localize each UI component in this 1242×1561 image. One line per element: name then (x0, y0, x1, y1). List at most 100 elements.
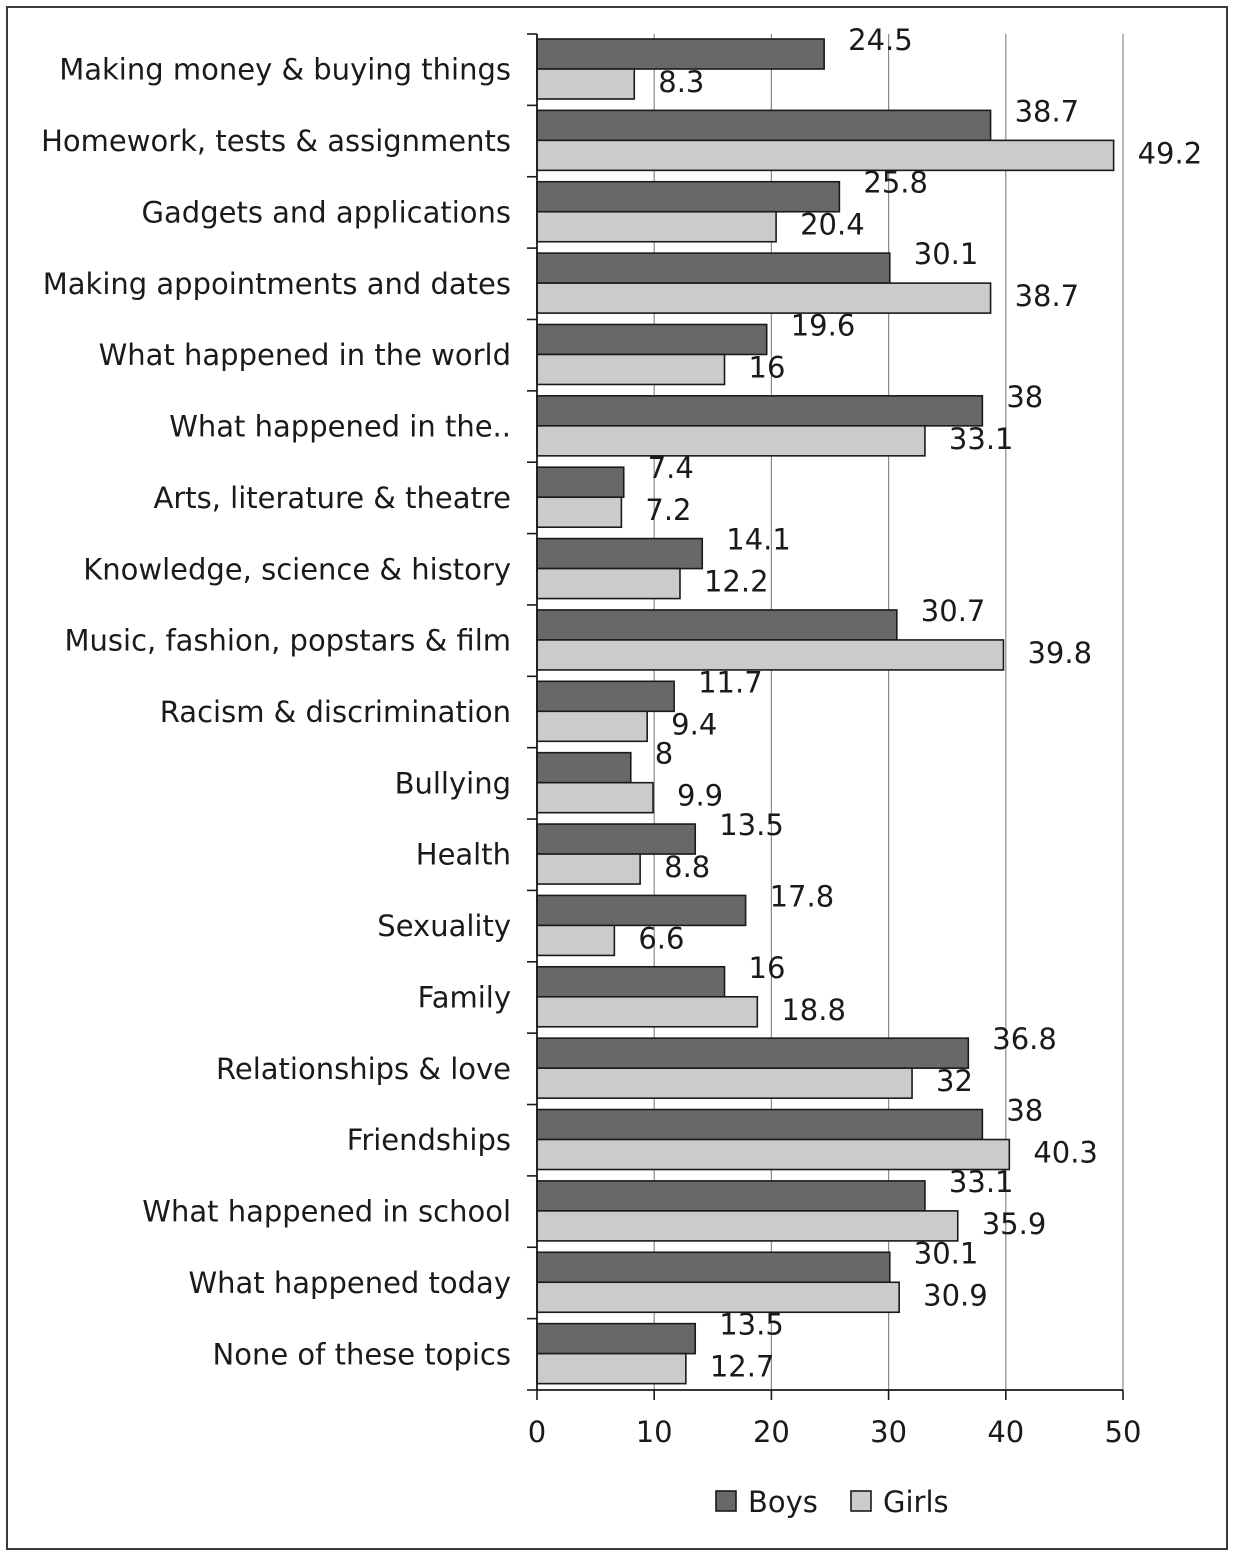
legend-label-boys: Boys (748, 1485, 818, 1519)
value-label-boys-family: 16 (749, 951, 786, 985)
bar-boys-racism-discrimination (536, 680, 675, 713)
x-tick-label-20: 20 (753, 1415, 790, 1449)
legend-swatch-boys (715, 1490, 737, 1512)
value-label-girls-making-appointments-and-dates: 38.7 (1015, 279, 1080, 313)
category-label-relationships-love: Relationships & love (216, 1052, 511, 1086)
bar-boys-what-happened-in-the (536, 395, 984, 427)
bar-girls-family (536, 995, 759, 1028)
bar-girls-racism-discrimination (536, 710, 648, 743)
bar-boys-friendships (536, 1108, 984, 1141)
x-tick-label-30: 30 (870, 1415, 907, 1449)
legend-label-girls: Girls (883, 1485, 949, 1519)
x-tick-label-10: 10 (636, 1415, 673, 1449)
x-tick-label-0: 0 (528, 1415, 546, 1449)
value-label-boys-what-happened-in-the-world: 19.6 (791, 308, 856, 342)
bar-boys-arts-literature-theatre (536, 466, 625, 499)
value-label-girls-sexuality: 6.6 (638, 921, 684, 955)
category-label-sexuality: Sexuality (377, 909, 511, 943)
value-label-boys-sexuality: 17.8 (770, 879, 835, 913)
value-label-boys-homework-tests-assignments: 38.7 (1015, 94, 1080, 128)
value-label-girls-making-money-buying-things: 8.3 (658, 65, 704, 99)
category-label-making-money-buying-things: Making money & buying things (59, 53, 511, 87)
value-label-girls-homework-tests-assignments: 49.2 (1138, 136, 1203, 170)
category-label-knowledge-science-history: Knowledge, science & history (83, 552, 511, 586)
value-labels: 24.58.338.749.225.820.430.138.719.616383… (638, 23, 1202, 1384)
value-label-girls-friendships: 40.3 (1033, 1136, 1098, 1170)
bar-girls-none-of-these-topics (536, 1352, 687, 1385)
value-label-boys-racism-discrimination: 11.7 (698, 665, 763, 699)
category-label-racism-discrimination: Racism & discrimination (160, 695, 511, 729)
category-label-family: Family (418, 980, 511, 1014)
value-label-boys-gadgets-and-applications: 25.8 (863, 166, 928, 200)
value-label-boys-making-money-buying-things: 24.5 (848, 23, 913, 57)
bar-boys-gadgets-and-applications (536, 180, 841, 213)
value-label-girls-what-happened-in-the-world: 16 (749, 350, 786, 384)
bar-boys-what-happened-in-school (536, 1180, 926, 1212)
category-label-what-happened-in-the: What happened in the.. (169, 410, 511, 444)
value-label-boys-health: 13.5 (719, 808, 784, 842)
bar-girls-knowledge-science-history (536, 567, 681, 600)
bar-girls-music-fashion-popstars-film (536, 639, 1005, 671)
bar-boys-what-happened-today (536, 1251, 891, 1284)
category-label-gadgets-and-applications: Gadgets and applications (142, 195, 511, 229)
category-label-none-of-these-topics: None of these topics (213, 1337, 511, 1371)
bar-girls-sexuality (536, 924, 616, 957)
category-label-what-happened-in-school: What happened in school (142, 1195, 511, 1229)
bar-girls-what-happened-in-school (536, 1210, 959, 1242)
value-label-girls-racism-discrimination: 9.4 (671, 707, 717, 741)
bar-girls-making-money-buying-things (536, 68, 636, 100)
value-label-girls-what-happened-in-the: 33.1 (949, 422, 1014, 456)
category-label-what-happened-in-the-world: What happened in the world (99, 338, 511, 372)
bar-girls-what-happened-in-the-world (536, 353, 726, 386)
value-label-girls-none-of-these-topics: 12.7 (710, 1350, 775, 1384)
value-label-boys-music-fashion-popstars-film: 30.7 (921, 594, 986, 628)
bar-girls-gadgets-and-applications (536, 210, 777, 243)
value-label-boys-making-appointments-and-dates: 30.1 (914, 237, 979, 271)
category-label-friendships: Friendships (347, 1123, 511, 1157)
category-label-music-fashion-popstars-film: Music, fashion, popstars & film (65, 624, 512, 658)
value-label-boys-knowledge-science-history: 14.1 (726, 523, 791, 557)
x-tick-label-40: 40 (987, 1415, 1024, 1449)
bar-boys-music-fashion-popstars-film (536, 609, 898, 641)
bar-girls-homework-tests-assignments (536, 139, 1115, 172)
bar-boys-knowledge-science-history (536, 537, 704, 570)
bar-girls-making-appointments-and-dates (536, 282, 992, 314)
value-label-girls-health: 8.8 (664, 850, 710, 884)
bar-boys-relationships-love (536, 1037, 970, 1069)
legend: Boys Girls (715, 1485, 949, 1519)
bar-girls-health (536, 853, 641, 885)
value-label-boys-arts-literature-theatre: 7.4 (648, 451, 694, 485)
category-label-health: Health (416, 838, 511, 872)
bar-boys-none-of-these-topics (536, 1322, 697, 1355)
x-tick-labels: 0 10 20 30 40 50 (528, 1415, 1142, 1449)
value-label-girls-gadgets-and-applications: 20.4 (800, 208, 865, 242)
bar-girls-arts-literature-theatre (536, 496, 623, 529)
bar-girls-relationships-love (536, 1067, 913, 1099)
value-label-boys-bullying: 8 (655, 737, 673, 771)
category-label-bullying: Bullying (395, 766, 511, 800)
value-label-boys-what-happened-today: 30.1 (914, 1236, 979, 1270)
value-label-boys-relationships-love: 36.8 (992, 1022, 1057, 1056)
category-label-making-appointments-and-dates: Making appointments and dates (43, 267, 511, 301)
value-label-girls-bullying: 9.9 (677, 779, 723, 813)
bars (536, 38, 1115, 1385)
bar-boys-bullying (536, 751, 632, 784)
axes (527, 33, 1124, 1400)
bar-boys-what-happened-in-the-world (536, 323, 768, 356)
category-labels: Making money & buying things Homework, te… (41, 53, 511, 1372)
category-label-what-happened-today: What happened today (188, 1266, 511, 1300)
value-label-girls-what-happened-today: 30.9 (923, 1278, 988, 1312)
value-label-girls-relationships-love: 32 (936, 1064, 973, 1098)
category-label-homework-tests-assignments: Homework, tests & assignments (41, 124, 511, 158)
bar-girls-what-happened-in-the (536, 425, 926, 457)
value-label-girls-arts-literature-theatre: 7.2 (645, 493, 691, 527)
value-label-girls-what-happened-in-school: 35.9 (982, 1207, 1047, 1241)
value-label-boys-none-of-these-topics: 13.5 (719, 1308, 784, 1342)
bar-girls-bullying (536, 781, 654, 814)
bar-boys-making-appointments-and-dates (536, 252, 891, 284)
value-label-boys-what-happened-in-the: 38 (1006, 380, 1043, 414)
bar-girls-what-happened-today (536, 1281, 900, 1314)
value-label-girls-music-fashion-popstars-film: 39.8 (1027, 636, 1092, 670)
bar-boys-sexuality (536, 894, 747, 927)
value-label-girls-family: 18.8 (781, 993, 846, 1027)
